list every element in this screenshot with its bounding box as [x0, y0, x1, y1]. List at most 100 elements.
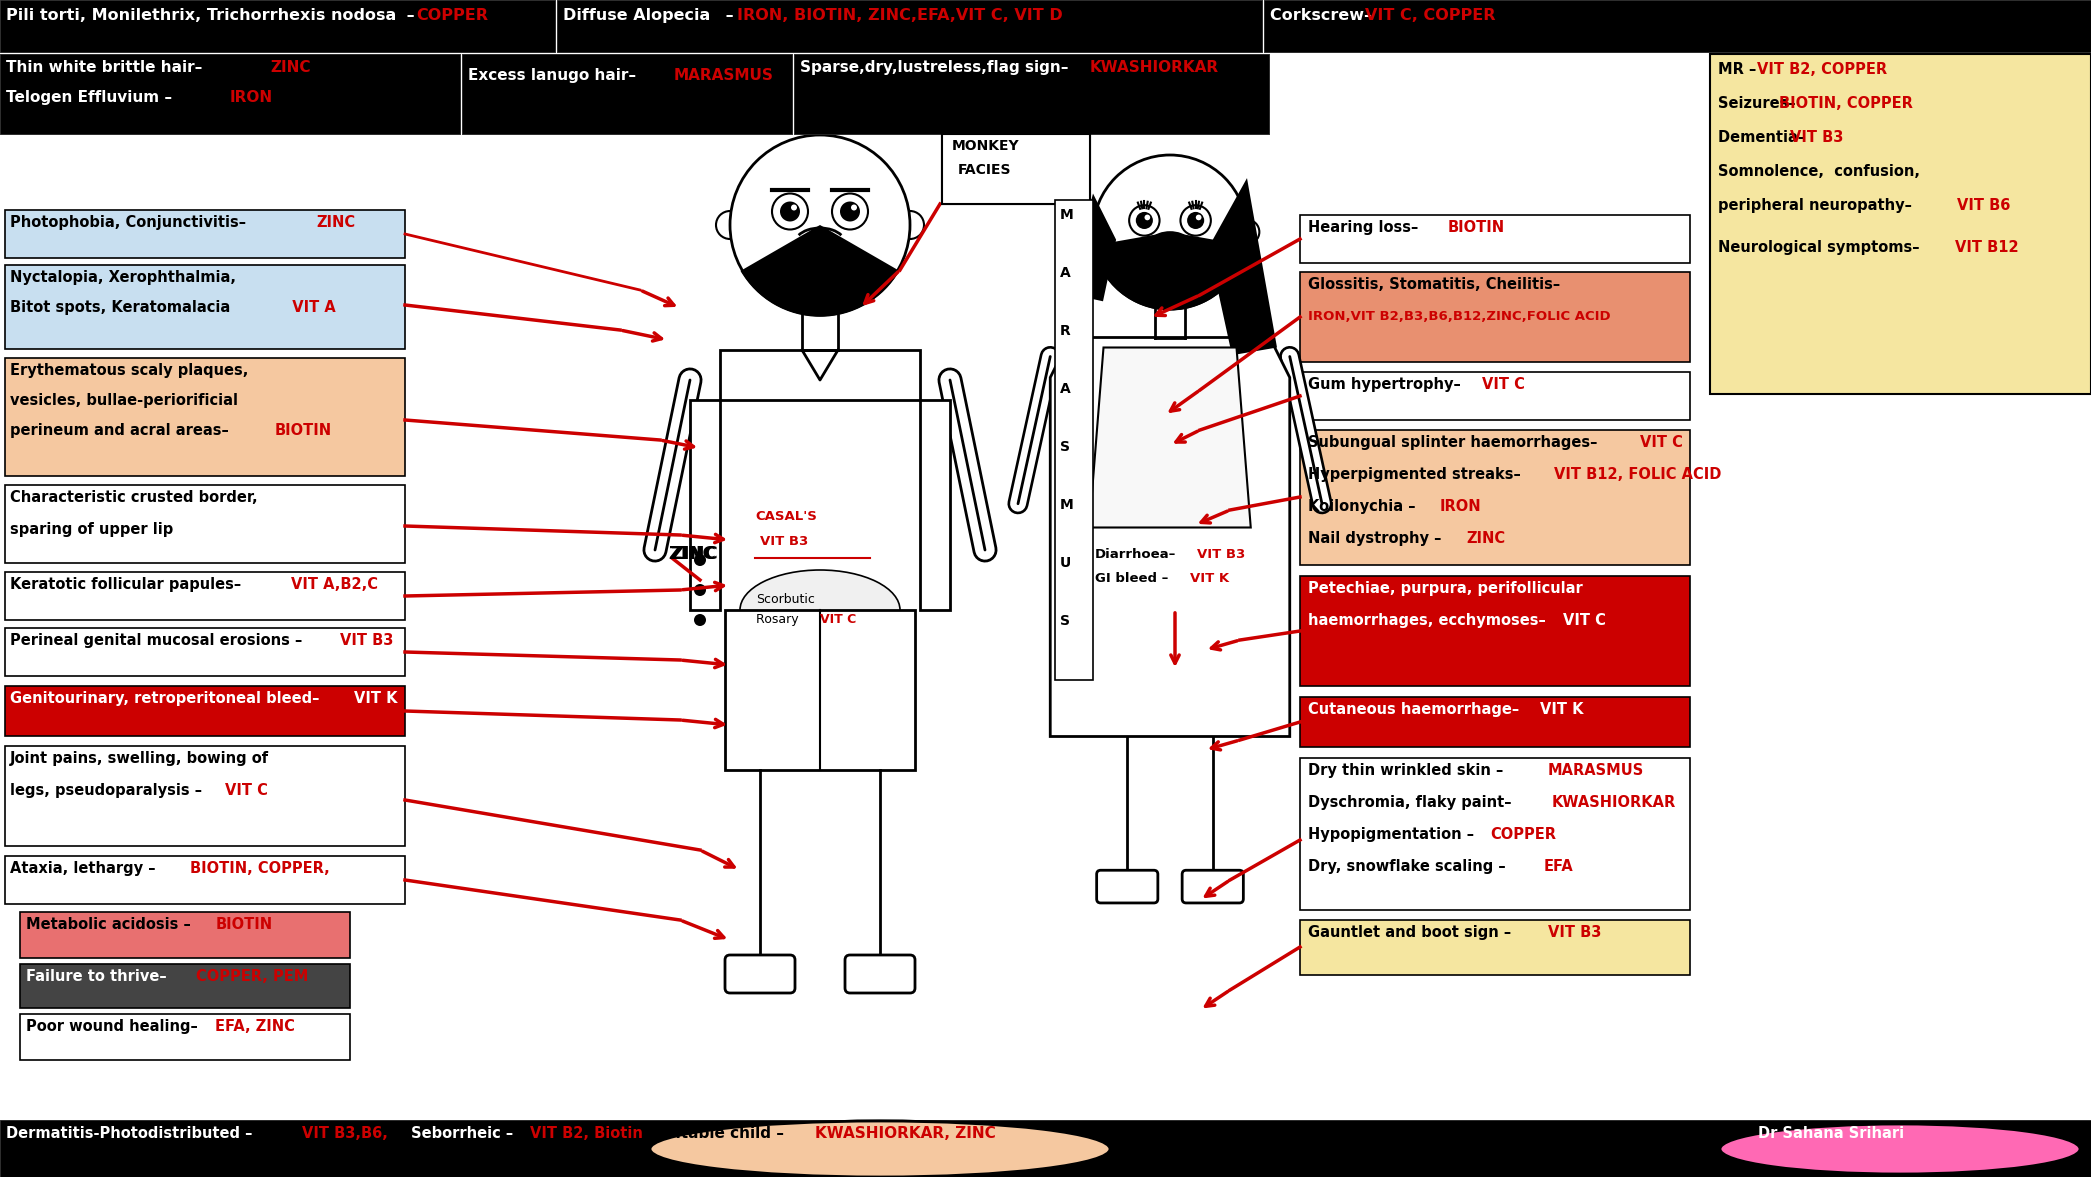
Bar: [795, 54, 1269, 134]
Text: Dry thin wrinkled skin –: Dry thin wrinkled skin –: [1309, 763, 1508, 778]
Circle shape: [730, 135, 910, 315]
Bar: [4, 358, 406, 476]
Bar: [21, 912, 349, 958]
Text: COPPER: COPPER: [416, 8, 487, 24]
Text: VIT B3: VIT B3: [1196, 548, 1246, 561]
Bar: [4, 210, 406, 258]
Text: Dermatitis-Photodistributed –: Dermatitis-Photodistributed –: [6, 1126, 253, 1141]
Bar: [1263, 0, 2091, 52]
Text: U: U: [1060, 556, 1071, 570]
Text: Sparse,dry,lustreless,flag sign–: Sparse,dry,lustreless,flag sign–: [801, 60, 1069, 75]
Text: S: S: [1060, 440, 1071, 454]
Ellipse shape: [1721, 1124, 2081, 1173]
Text: Glossitis, Stomatitis, Cheilitis–: Glossitis, Stomatitis, Cheilitis–: [1309, 277, 1560, 292]
Circle shape: [715, 211, 744, 239]
FancyBboxPatch shape: [726, 955, 795, 993]
Text: Thin white brittle hair–: Thin white brittle hair–: [6, 60, 207, 75]
Text: A: A: [1060, 383, 1071, 395]
Text: ZINC: ZINC: [270, 60, 309, 75]
Circle shape: [772, 193, 807, 230]
Bar: [0, 0, 554, 52]
Text: Genitourinary, retroperitoneal bleed–: Genitourinary, retroperitoneal bleed–: [10, 691, 324, 706]
Circle shape: [790, 205, 797, 211]
Text: VIT A,B2,C: VIT A,B2,C: [291, 577, 378, 592]
Bar: [4, 686, 406, 736]
Text: VIT B3: VIT B3: [1790, 129, 1844, 145]
Text: U: U: [1060, 556, 1071, 570]
Text: KWASHIORKAR: KWASHIORKAR: [1552, 794, 1677, 810]
Text: Diffuse Alopecia: Diffuse Alopecia: [562, 8, 711, 24]
Bar: [943, 134, 1089, 204]
Circle shape: [694, 554, 707, 566]
Text: Dermatitis-Photodistributed –: Dermatitis-Photodistributed –: [6, 1126, 253, 1141]
Text: IRON: IRON: [228, 89, 272, 105]
Text: Poor wound healing–: Poor wound healing–: [25, 1019, 203, 1035]
Text: Perineal genital mucosal erosions –: Perineal genital mucosal erosions –: [10, 633, 307, 649]
Bar: [795, 54, 1269, 134]
Text: VIT B3: VIT B3: [341, 633, 393, 649]
Text: M: M: [1060, 498, 1075, 512]
Text: COPPER: COPPER: [414, 8, 485, 24]
Text: VIT C: VIT C: [820, 613, 855, 626]
Bar: [0, 1121, 2091, 1177]
Text: Metabolic acidosis –: Metabolic acidosis –: [25, 917, 197, 932]
Text: Neurological symptoms–: Neurological symptoms–: [1719, 240, 1924, 255]
Text: VIT C: VIT C: [1483, 377, 1524, 392]
Text: VIT B3,B6,: VIT B3,B6,: [301, 1126, 387, 1141]
Text: EFA, ZINC: EFA, ZINC: [215, 1019, 295, 1035]
Text: S: S: [1060, 440, 1071, 454]
Text: MR –: MR –: [1719, 62, 1761, 77]
Text: MARASMUS: MARASMUS: [673, 68, 774, 84]
Text: GI bleed –: GI bleed –: [1096, 572, 1169, 585]
Bar: [1301, 272, 1690, 363]
Text: S: S: [1060, 614, 1071, 629]
Bar: [4, 746, 406, 846]
Text: Excess lanugo hair–: Excess lanugo hair–: [468, 68, 636, 84]
Text: M: M: [1060, 498, 1075, 512]
Text: Koilonychia –: Koilonychia –: [1309, 499, 1420, 514]
Text: Irritable child –: Irritable child –: [654, 1126, 788, 1141]
Circle shape: [780, 201, 801, 221]
Circle shape: [1123, 513, 1138, 527]
Text: Subungual splinter haemorrhages–: Subungual splinter haemorrhages–: [1309, 435, 1602, 450]
Text: haemorrhages, ecchymoses–: haemorrhages, ecchymoses–: [1309, 613, 1552, 629]
Circle shape: [1094, 155, 1246, 310]
Text: VIT B2, Biotin: VIT B2, Biotin: [529, 1126, 642, 1141]
Text: Somnolence,  confusion,: Somnolence, confusion,: [1719, 164, 1920, 179]
Wedge shape: [1094, 232, 1248, 311]
Text: Seizures–: Seizures–: [1719, 97, 1800, 111]
Text: R: R: [1060, 324, 1071, 338]
Text: –: –: [401, 8, 420, 24]
Text: S: S: [1060, 614, 1071, 629]
Text: Dr Sahana Srihari: Dr Sahana Srihari: [1761, 1126, 1907, 1141]
Text: Rosary: Rosary: [757, 613, 807, 626]
Bar: [556, 0, 1263, 52]
Text: IRON,VIT B2,B3,B6,B12,ZINC,FOLIC ACID: IRON,VIT B2,B3,B6,B12,ZINC,FOLIC ACID: [1309, 310, 1610, 322]
Text: VIT B2, COPPER: VIT B2, COPPER: [1756, 62, 1886, 77]
Text: vesicles, bullae-periorificial: vesicles, bullae-periorificial: [10, 393, 238, 408]
Bar: [1301, 215, 1690, 262]
Bar: [1301, 920, 1690, 975]
Text: Sparse,dry,lustreless,flag sign–: Sparse,dry,lustreless,flag sign–: [801, 60, 1069, 75]
Circle shape: [694, 614, 707, 626]
Text: Characteristic crusted border,: Characteristic crusted border,: [10, 490, 257, 505]
Circle shape: [851, 205, 857, 211]
Bar: [4, 485, 406, 563]
Circle shape: [897, 211, 924, 239]
Text: MARASMUS: MARASMUS: [1547, 763, 1644, 778]
Text: ZINC: ZINC: [669, 545, 717, 563]
Circle shape: [1234, 220, 1259, 245]
Bar: [0, 1121, 2091, 1177]
Text: Keratotic follicular papules–: Keratotic follicular papules–: [10, 577, 247, 592]
Text: A: A: [1060, 266, 1071, 280]
FancyBboxPatch shape: [845, 955, 916, 993]
Text: Excess lanugo hair–: Excess lanugo hair–: [468, 68, 636, 84]
Text: Irritable child –: Irritable child –: [654, 1126, 788, 1141]
Circle shape: [1188, 212, 1204, 230]
Ellipse shape: [1721, 1124, 2081, 1173]
Circle shape: [841, 201, 859, 221]
Bar: [1710, 54, 2091, 394]
Text: Joint pains, swelling, bowing of: Joint pains, swelling, bowing of: [10, 751, 270, 766]
Text: VIT B3: VIT B3: [759, 536, 809, 548]
Text: VIT K: VIT K: [1190, 572, 1230, 585]
